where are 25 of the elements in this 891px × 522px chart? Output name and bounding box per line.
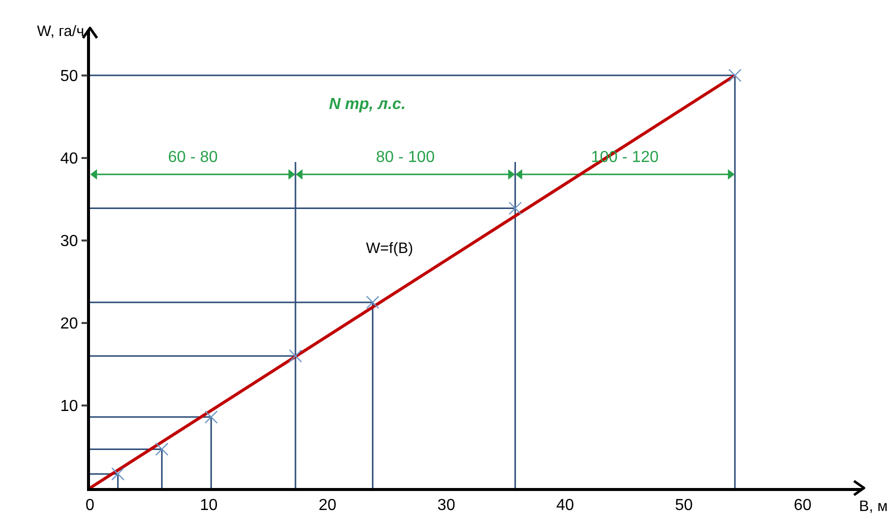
annotation: 60 - 80: [168, 149, 218, 166]
x-tick-label: 10: [200, 496, 218, 514]
annotation: N тр, л.с.: [329, 96, 406, 113]
x-tick-label: 0: [86, 496, 95, 514]
x-tick-label: 30: [437, 496, 456, 514]
annotation: 80 - 100: [376, 149, 435, 166]
point: [111, 467, 125, 481]
point: [204, 410, 218, 424]
y-tick-label: 50: [60, 68, 78, 85]
x-tick-label: 60: [794, 496, 812, 514]
y-tick-label: 40: [60, 150, 78, 168]
point: [728, 68, 742, 82]
x-tick-label: 20: [318, 496, 337, 514]
x-tick-label: 50: [674, 496, 693, 514]
point: [288, 349, 302, 363]
x-tick-label: 40: [556, 496, 574, 514]
y-tick-label: 30: [60, 233, 78, 250]
x-axis-title: B, м: [859, 498, 888, 515]
y-tick-label: 10: [60, 398, 78, 416]
point: [366, 296, 380, 309]
point: [155, 442, 168, 456]
point: [508, 202, 522, 215]
series-label: W=f(B): [366, 240, 414, 257]
y-axis-title: W, га/ч: [37, 23, 84, 40]
y-tick-label: 20: [60, 316, 78, 333]
